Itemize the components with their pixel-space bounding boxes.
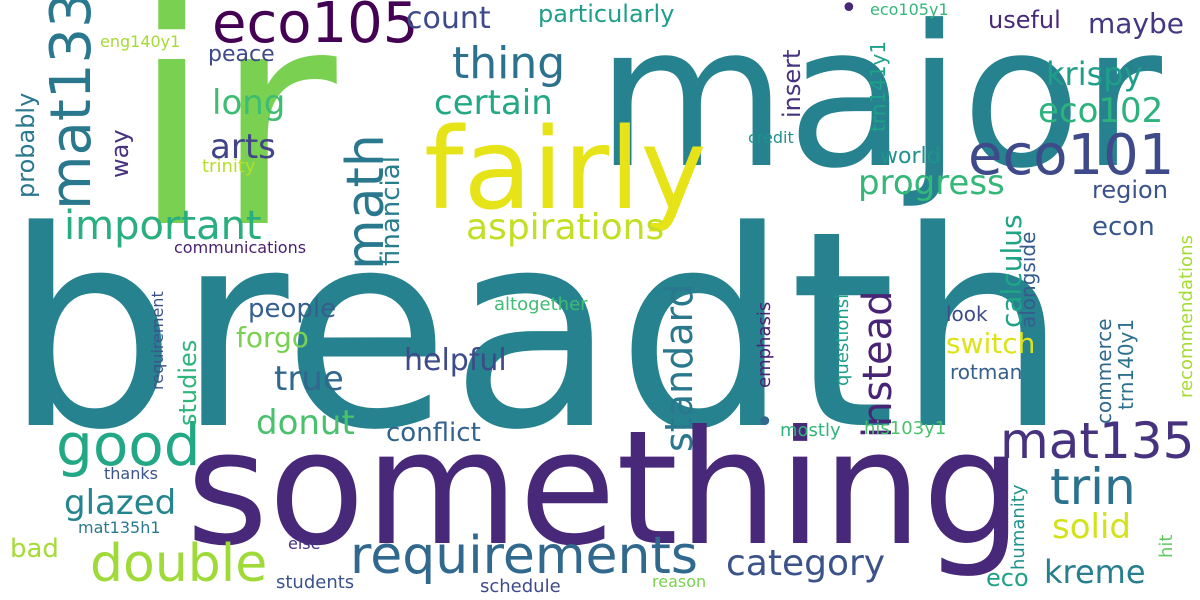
word-world: world (880, 144, 941, 169)
word-his103y1: his103y1 (864, 418, 947, 439)
word-ir: ir (130, 0, 337, 294)
word-good: good (56, 411, 201, 479)
word-trin: trin (1050, 458, 1136, 516)
word-conflict: conflict (386, 418, 481, 448)
word-mostly: mostly (780, 420, 841, 441)
word-progress: progress (858, 163, 1005, 203)
word-region: region (1092, 176, 1168, 204)
word-eco101: eco101 (968, 123, 1175, 188)
word-thanks: thanks (104, 464, 158, 483)
word-credit: credit (748, 128, 794, 147)
word-recommendations: recommendations (1176, 235, 1197, 398)
word-standard: standard (657, 283, 701, 452)
word-solid: solid (1052, 507, 1131, 547)
word-eco: eco (986, 564, 1029, 592)
word-helpful: helpful (404, 343, 507, 378)
word-econ: econ (1092, 212, 1155, 242)
word-alongside: alongside (1016, 231, 1040, 328)
word-eco105y1: eco105y1 (870, 0, 949, 19)
word-eco102: eco102 (1038, 91, 1164, 131)
word-look: look (946, 302, 988, 326)
word-breadth: breadth (4, 174, 1069, 490)
word-commerce: commerce (1092, 318, 1116, 424)
word-probably: probably (12, 92, 40, 198)
word-trinity: trinity (202, 156, 256, 177)
word-something: something (186, 397, 1023, 581)
word-true: true (274, 359, 344, 399)
word-studies: studies (174, 339, 202, 426)
word-requirement: requirement (148, 291, 167, 390)
word-way: way (106, 129, 134, 178)
word-altogether: altogether (494, 294, 588, 315)
word-fairly: fairly (424, 105, 707, 235)
word-certain: certain (434, 83, 553, 123)
word-mat135h1: mat135h1 (78, 518, 161, 537)
word-peace: peace (208, 42, 275, 67)
word-switch: switch (946, 327, 1036, 360)
word-useful: useful (988, 6, 1061, 34)
word-aspirations: aspirations (466, 207, 665, 248)
word-mat133: mat133 (39, 0, 104, 210)
word-schedule: schedule (480, 576, 561, 597)
word-communications: communications (174, 238, 307, 257)
word-instead: instead (855, 290, 901, 439)
word-count: count (406, 1, 491, 36)
word-double: double (90, 534, 268, 594)
word-bad: bad (10, 534, 59, 564)
word-hit: hit (1156, 534, 1177, 558)
word-particularly: particularly (538, 0, 675, 28)
word-arts: arts (210, 127, 276, 167)
word-mat135: mat135 (1000, 412, 1195, 470)
word-dot-2: • (756, 405, 774, 440)
word-eng140y1: eng140y1 (100, 32, 181, 51)
word-else: else (288, 534, 321, 553)
word-major: major (596, 0, 1162, 212)
word-emphasis: emphasis (754, 301, 775, 388)
word-reason: reason (652, 572, 707, 591)
word-rotman: rotman (950, 360, 1023, 384)
word-requirements: requirements (350, 526, 698, 586)
word-forgo: forgo (236, 321, 309, 354)
word-important: important (64, 203, 262, 249)
word-financial: financial (376, 156, 406, 266)
word-kreme: kreme (1044, 553, 1146, 591)
word-long: long (212, 83, 286, 123)
word-glazed: glazed (64, 483, 177, 523)
word-questionsi: questionsi (832, 293, 853, 386)
word-category: category (726, 543, 886, 584)
word-students: students (276, 572, 355, 593)
word-humanity: humanity (1008, 484, 1029, 571)
word-people: people (248, 294, 337, 324)
word-donut: donut (256, 403, 355, 443)
word-eco105: eco105 (212, 0, 419, 56)
word-trn141y1: trn141y1 (866, 40, 890, 132)
word-krispy: krispy (1046, 55, 1143, 93)
word-thing: thing (452, 38, 566, 89)
word-insert: insert (778, 49, 806, 118)
word-maybe: maybe (1088, 7, 1185, 40)
word-dot-1: • (840, 0, 858, 26)
word-trn140y1: trn140y1 (1114, 318, 1138, 410)
